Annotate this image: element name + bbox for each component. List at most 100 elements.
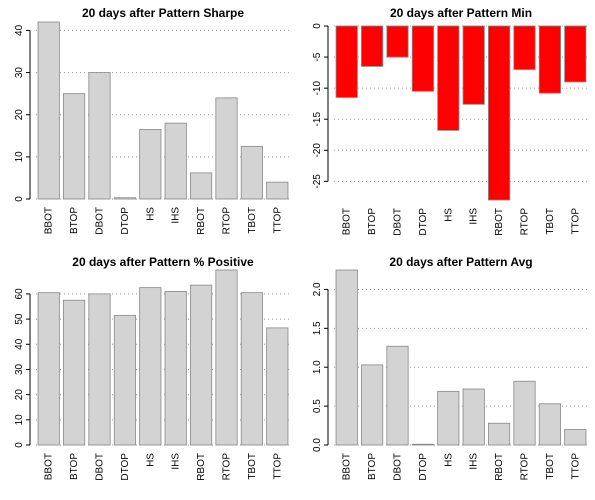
- panel-avg: 20 days after Pattern Avg 0.0 0.5 1.0 1.5 2.0…: [312, 255, 588, 481]
- x-tick-label: HS: [443, 453, 454, 467]
- y-tick-label: 0.0: [312, 438, 323, 452]
- y-tick-label: 0.5: [312, 399, 323, 413]
- x-tick-label: BTOP: [69, 453, 80, 480]
- panel-min: 20 days after Pattern Min 0 -5 -10 -15 -20 -25…: [312, 6, 588, 236]
- bar-dtop: [113, 197, 136, 200]
- bar-ihs: [462, 25, 485, 105]
- x-tick-label: RBOT: [494, 453, 505, 481]
- x-tick-label: RTOP: [222, 453, 233, 481]
- x-tick-label: TBOT: [545, 453, 556, 480]
- x-tick-label: BBOT: [44, 207, 55, 234]
- bar-hs: [139, 287, 162, 446]
- bar-ttop: [266, 181, 289, 200]
- bar-btop: [63, 299, 86, 446]
- bar-dbot: [88, 293, 111, 446]
- x-tick-label: RTOP: [520, 208, 531, 236]
- bar-btop: [361, 364, 384, 446]
- bar-dtop: [411, 25, 434, 92]
- y-tick-label: -25: [312, 174, 323, 189]
- bar-hs: [437, 390, 460, 446]
- bar-dbot: [386, 345, 409, 446]
- x-tick-label: RTOP: [222, 207, 233, 235]
- x-tick-label: RBOT: [196, 453, 207, 481]
- bar-ttop: [564, 429, 587, 446]
- bar-bbot: [335, 25, 358, 98]
- x-tick-label: BBOT: [342, 208, 353, 235]
- bar-tbot: [240, 145, 263, 200]
- x-tick-label: HS: [443, 208, 454, 222]
- y-tick-label: 10: [14, 151, 25, 163]
- x-tick-label: BBOT: [342, 453, 353, 480]
- bar-dtop: [411, 443, 434, 446]
- y-tick-label: 60: [14, 288, 25, 300]
- y-tick-label: 20: [14, 109, 25, 121]
- y-tick-label: 0: [14, 196, 25, 202]
- y-tick-label: 0: [14, 442, 25, 448]
- bar-dtop: [113, 314, 136, 446]
- bar-hs: [437, 25, 460, 131]
- y-tick-label: -15: [312, 112, 323, 127]
- bar-btop: [63, 93, 86, 200]
- panel-sharpe: 20 days after Pattern Sharpe 0 10 20 30 40 BBO…: [14, 6, 290, 235]
- y-tick-label: 0: [312, 23, 323, 29]
- chart-title-sharpe: 20 days after Pattern Sharpe: [82, 6, 244, 20]
- x-tick-label: BTOP: [69, 207, 80, 234]
- x-tick-label: TTOP: [272, 453, 283, 480]
- x-tick-label: TTOP: [570, 453, 581, 480]
- y-tick-label: 2.0: [312, 282, 323, 296]
- bar-rbot: [488, 25, 511, 201]
- bar-bbot: [335, 269, 358, 446]
- bar-rtop: [513, 25, 536, 70]
- x-tick-label: HS: [145, 453, 156, 467]
- x-tick-label: DTOP: [418, 208, 429, 236]
- bar-btop: [361, 25, 384, 67]
- x-tick-label: DBOT: [393, 453, 404, 481]
- y-tick-label: -5: [312, 52, 323, 61]
- bar-ihs: [164, 122, 187, 200]
- x-tick-label: IHS: [171, 207, 182, 224]
- chart-title-min: 20 days after Pattern Min: [390, 6, 532, 20]
- x-tick-label: TBOT: [247, 207, 258, 234]
- bar-ihs: [462, 388, 485, 446]
- bar-tbot: [538, 403, 561, 446]
- x-tick-label: RBOT: [494, 208, 505, 236]
- bar-rbot: [190, 172, 213, 200]
- chart-title-percent-positive: 20 days after Pattern % Positive: [72, 255, 254, 269]
- y-tick-label: 40: [14, 338, 25, 350]
- x-tick-label: TTOP: [570, 208, 581, 235]
- y-tick-label: 50: [14, 313, 25, 325]
- x-tick-label: TTOP: [272, 207, 283, 234]
- bar-ttop: [266, 327, 289, 446]
- x-tick-label: DBOT: [95, 453, 106, 481]
- y-tick-label: 40: [14, 24, 25, 36]
- bar-tbot: [538, 25, 561, 94]
- x-tick-label: DBOT: [95, 207, 106, 235]
- x-tick-label: DBOT: [393, 208, 404, 236]
- y-tick-label: 30: [14, 363, 25, 375]
- x-tick-label: TBOT: [545, 208, 556, 235]
- bar-bbot: [37, 21, 60, 200]
- bar-dbot: [386, 25, 409, 58]
- bar-rbot: [190, 284, 213, 446]
- y-tick-label: -20: [312, 143, 323, 158]
- x-tick-label: TBOT: [247, 453, 258, 480]
- x-tick-label: BTOP: [367, 453, 378, 480]
- bar-hs: [139, 129, 162, 200]
- bar-tbot: [240, 292, 263, 446]
- x-tick-label: DTOP: [418, 453, 429, 481]
- bar-ttop: [564, 25, 587, 83]
- bar-rtop: [215, 97, 238, 200]
- panel-percent-positive: 20 days after Pattern % Positive 0 10 20 30 4…: [14, 255, 290, 481]
- x-tick-label: RTOP: [520, 453, 531, 481]
- y-tick-label: 10: [14, 414, 25, 426]
- x-tick-label: HS: [145, 207, 156, 221]
- y-tick-label: 1.5: [312, 321, 323, 335]
- x-tick-label: DTOP: [120, 453, 131, 481]
- x-tick-label: IHS: [469, 208, 480, 225]
- x-tick-label: DTOP: [120, 207, 131, 235]
- chart-title-avg: 20 days after Pattern Avg: [389, 255, 532, 269]
- y-tick-label: 1.0: [312, 360, 323, 374]
- bar-rtop: [215, 269, 238, 446]
- y-tick-label: -10: [312, 80, 323, 95]
